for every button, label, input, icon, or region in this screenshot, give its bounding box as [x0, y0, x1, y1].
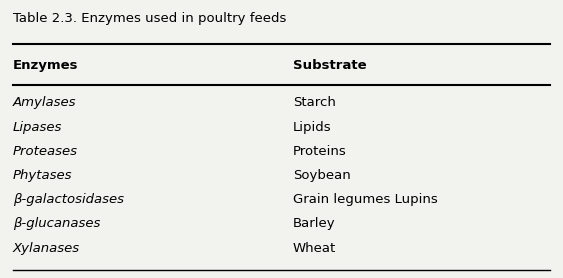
Text: β-galactosidases: β-galactosidases — [12, 193, 124, 206]
Text: Amylases: Amylases — [12, 96, 76, 109]
Text: Proteins: Proteins — [293, 145, 346, 158]
Text: Barley: Barley — [293, 217, 336, 230]
Text: Grain legumes Lupins: Grain legumes Lupins — [293, 193, 437, 206]
Text: Phytases: Phytases — [12, 169, 72, 182]
Text: Substrate: Substrate — [293, 59, 367, 72]
Text: Proteases: Proteases — [12, 145, 78, 158]
Text: Xylanases: Xylanases — [12, 242, 80, 255]
Text: Lipids: Lipids — [293, 121, 332, 133]
Text: Soybean: Soybean — [293, 169, 350, 182]
Text: Lipases: Lipases — [12, 121, 62, 133]
Text: Table 2.3. Enzymes used in poultry feeds: Table 2.3. Enzymes used in poultry feeds — [12, 13, 286, 25]
Text: Starch: Starch — [293, 96, 336, 109]
Text: β-glucanases: β-glucanases — [12, 217, 100, 230]
Text: Enzymes: Enzymes — [12, 59, 78, 72]
Text: Wheat: Wheat — [293, 242, 336, 255]
